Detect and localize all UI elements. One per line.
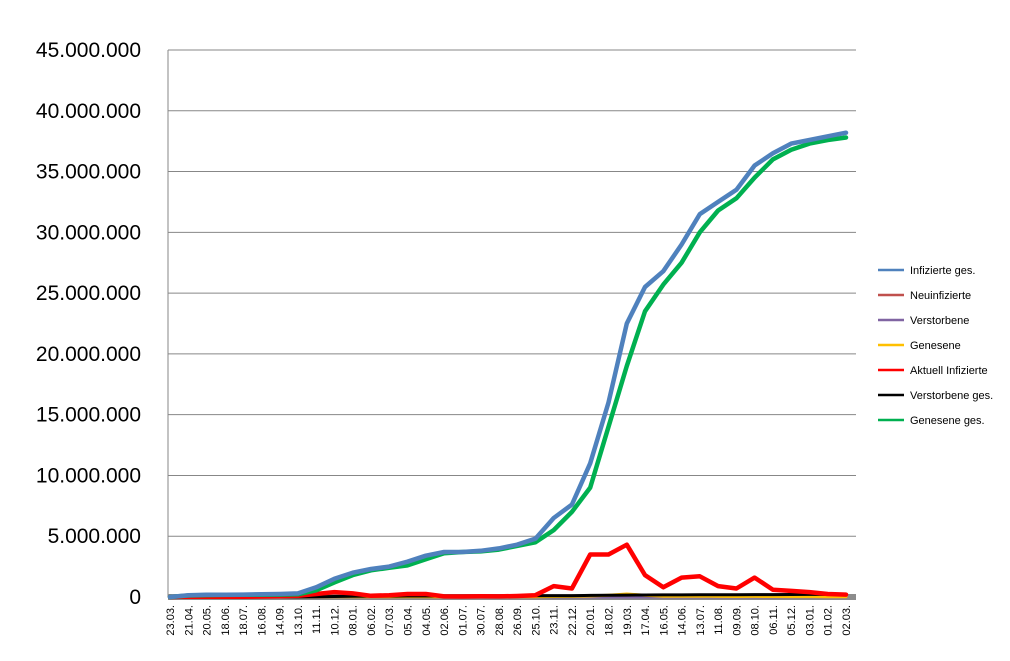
y-tick-label: 5.000.000 bbox=[48, 525, 141, 548]
x-tick-label: 11.08. bbox=[713, 605, 725, 635]
series-lines bbox=[167, 130, 849, 600]
x-tick-label: 30.07. bbox=[476, 605, 488, 636]
x-tick-label: 16.05. bbox=[658, 605, 670, 636]
legend-label: Genesene ges. bbox=[910, 415, 985, 427]
x-tick-label: 18.07. bbox=[238, 605, 250, 636]
y-tick-label: 20.000.000 bbox=[36, 343, 141, 366]
x-tick-label: 02.03. bbox=[841, 605, 853, 636]
x-tick-label: 14.09. bbox=[275, 605, 287, 636]
y-tick-label: 45.000.000 bbox=[36, 39, 141, 62]
x-tick-label: 10.12. bbox=[329, 605, 341, 636]
x-tick-label: 01.02. bbox=[823, 605, 835, 636]
legend-label: Verstorbene bbox=[910, 315, 969, 327]
legend-label: Aktuell Infizierte bbox=[910, 365, 988, 377]
y-tick-label: 40.000.000 bbox=[36, 100, 141, 123]
legend-label: Infizierte ges. bbox=[910, 265, 975, 277]
y-axis: 0 5.000.000 10.000.000 15.000.000 20.000.000… bbox=[36, 39, 169, 609]
x-tick-label: 08.10. bbox=[750, 605, 762, 636]
x-tick-label: 07.03. bbox=[384, 605, 396, 636]
x-tick-label: 13.10. bbox=[293, 605, 305, 636]
x-tick-label: 16.08. bbox=[256, 605, 268, 636]
x-tick-label: 23.03. bbox=[165, 605, 177, 636]
y-tick-label: 10.000.000 bbox=[36, 464, 141, 487]
x-tick-label: 06.02. bbox=[366, 605, 378, 636]
x-tick-label: 19.03. bbox=[622, 605, 634, 636]
legend-label: Genesene bbox=[910, 340, 961, 352]
gridlines bbox=[168, 49, 856, 598]
y-tick-label: 15.000.000 bbox=[36, 404, 141, 427]
y-tick-label: 0 bbox=[129, 586, 141, 609]
x-tick-label: 05.04. bbox=[403, 605, 415, 636]
x-tick-label: 13.07. bbox=[695, 605, 707, 636]
x-tick-label: 26.09. bbox=[512, 605, 524, 636]
x-tick-label: 21.04. bbox=[183, 605, 195, 636]
series-line-4 bbox=[167, 542, 849, 600]
series-line-6 bbox=[167, 135, 849, 600]
x-tick-label: 22.12. bbox=[567, 605, 579, 636]
x-tick-label: 03.01. bbox=[804, 605, 816, 636]
series-line-0 bbox=[167, 130, 849, 600]
legend-label: Neuinfizierte bbox=[910, 290, 971, 302]
x-tick-label: 04.05. bbox=[421, 605, 433, 636]
x-tick-label: 28.08. bbox=[494, 605, 506, 636]
x-tick-label: 14.06. bbox=[677, 605, 689, 636]
x-tick-label: 06.11. bbox=[768, 605, 780, 635]
x-tick-label: 02.06. bbox=[439, 605, 451, 636]
x-tick-label: 20.01. bbox=[585, 605, 597, 636]
x-tick-label: 08.01. bbox=[348, 605, 360, 636]
x-axis: 23.03. 21.04. 20.05. 18.06. 18.07. 16.08. 14.0… bbox=[165, 594, 856, 636]
x-tick-label: 18.06. bbox=[220, 605, 232, 636]
x-tick-label: 17.04. bbox=[640, 605, 652, 636]
y-tick-label: 35.000.000 bbox=[36, 161, 141, 184]
x-tick-label: 25.10. bbox=[530, 605, 542, 636]
y-tick-label: 30.000.000 bbox=[36, 221, 141, 244]
x-tick-label: 05.12. bbox=[786, 605, 798, 636]
x-tick-label: 09.09. bbox=[731, 605, 743, 636]
x-tick-label: 23.11. bbox=[549, 605, 561, 635]
y-tick-label: 25.000.000 bbox=[36, 282, 141, 305]
x-tick-label: 18.02. bbox=[603, 605, 615, 636]
x-tick-label: 11.11. bbox=[311, 605, 323, 634]
x-tick-label: 01.07. bbox=[457, 605, 469, 636]
x-tick-label: 20.05. bbox=[202, 605, 214, 636]
legend-label: Verstorbene ges. bbox=[910, 390, 993, 402]
legend: Infizierte ges. Neuinfizierte Verstorbene G… bbox=[878, 265, 993, 427]
